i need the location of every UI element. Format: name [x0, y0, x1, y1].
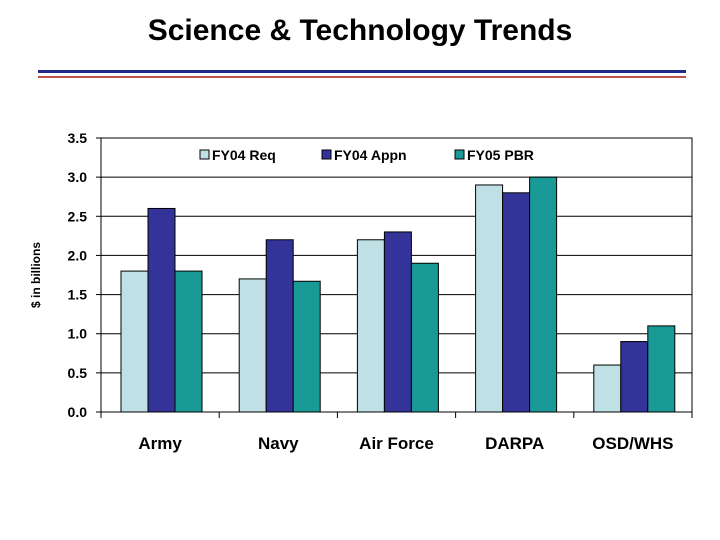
- y-tick-label: 2.0: [68, 247, 88, 263]
- y-tick-label: 2.5: [68, 208, 88, 224]
- bar-army-2: [174, 270, 203, 413]
- y-tick-label: 0.0: [68, 404, 88, 420]
- bar-air-force-2: [410, 262, 439, 413]
- title-rule-red: [38, 76, 686, 78]
- bar-army-0: [120, 270, 149, 413]
- slide-title: Science & Technology Trends: [147, 14, 573, 47]
- bar-navy-2: [292, 280, 321, 413]
- bar-air-force-1: [383, 231, 412, 413]
- bar-darpa-0: [475, 184, 504, 413]
- x-category-label: OSD/WHS: [592, 434, 673, 453]
- y-tick-label: 3.0: [68, 169, 88, 185]
- legend-swatch: [454, 149, 465, 160]
- bar-darpa-1: [502, 192, 531, 413]
- legend-label: FY05 PBR: [467, 147, 534, 163]
- x-category-label: Navy: [258, 434, 299, 453]
- legend-swatch: [199, 149, 210, 160]
- bar-osd-whs-1: [620, 341, 649, 413]
- legend-label: FY04 Appn: [334, 147, 407, 163]
- x-category-label: Army: [138, 434, 182, 453]
- bar-army-1: [147, 207, 176, 413]
- title-rule-blue: [38, 70, 686, 73]
- legend-swatch: [321, 149, 332, 160]
- y-tick-label: 0.5: [68, 365, 88, 381]
- legend-label: FY04 Req: [212, 147, 276, 163]
- y-axis-label: $ in billions: [29, 242, 43, 308]
- bar-darpa-2: [529, 176, 558, 413]
- y-tick-label: 1.0: [68, 326, 88, 342]
- x-category-label: Air Force: [359, 434, 434, 453]
- bar-osd-whs-2: [647, 325, 676, 413]
- x-category-label: DARPA: [485, 434, 544, 453]
- bar-navy-0: [238, 278, 267, 413]
- y-tick-label: 3.5: [68, 130, 88, 146]
- bar-navy-1: [265, 239, 294, 413]
- y-tick-label: 1.5: [68, 287, 88, 303]
- bar-osd-whs-0: [593, 364, 622, 413]
- bar-air-force-0: [356, 239, 385, 413]
